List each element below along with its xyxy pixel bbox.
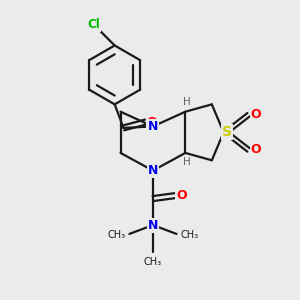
- Text: O: O: [176, 189, 187, 202]
- Text: Cl: Cl: [88, 18, 100, 32]
- Text: CH₃: CH₃: [180, 230, 198, 240]
- Text: N: N: [148, 219, 158, 232]
- Text: O: O: [251, 143, 261, 157]
- Text: N: N: [148, 120, 158, 133]
- Text: N: N: [148, 164, 158, 177]
- Text: S: S: [222, 125, 232, 139]
- Text: CH₃: CH₃: [108, 230, 126, 240]
- Text: O: O: [251, 108, 261, 121]
- Text: H: H: [183, 97, 191, 107]
- Text: CH₃: CH₃: [144, 257, 162, 267]
- Text: H: H: [183, 158, 191, 167]
- Text: O: O: [147, 116, 158, 128]
